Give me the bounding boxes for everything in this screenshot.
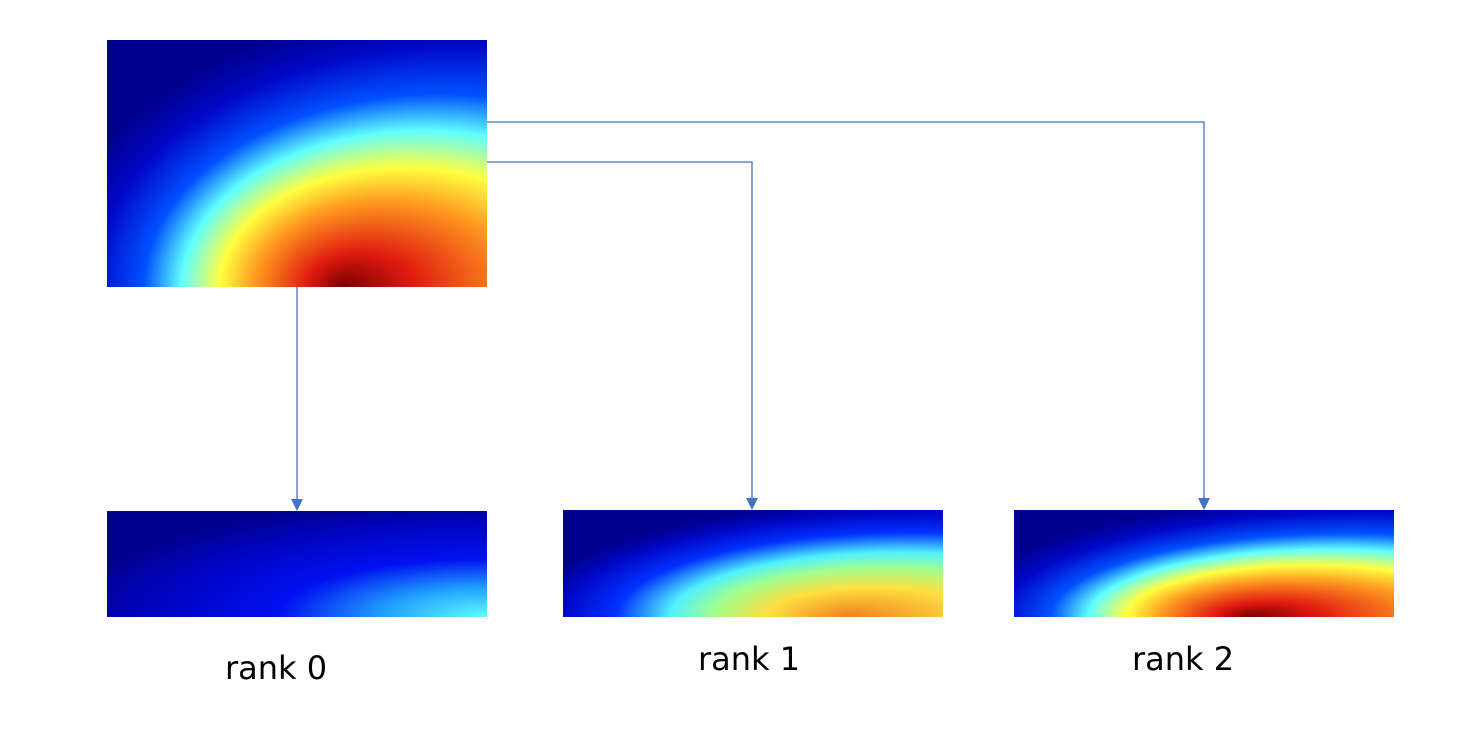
source-field	[107, 40, 487, 287]
arrow	[487, 121, 1205, 499]
rank-label: rank 1	[698, 640, 800, 678]
rank-0-field	[107, 511, 487, 617]
arrow-head	[1198, 498, 1210, 510]
rank-1-field	[563, 510, 943, 617]
arrow	[487, 161, 753, 499]
rank-label: rank 0	[225, 649, 327, 687]
arrow-head	[746, 498, 758, 510]
rank-2-field	[1014, 510, 1394, 617]
rank-label: rank 2	[1132, 640, 1234, 678]
arrow-head	[291, 499, 303, 511]
